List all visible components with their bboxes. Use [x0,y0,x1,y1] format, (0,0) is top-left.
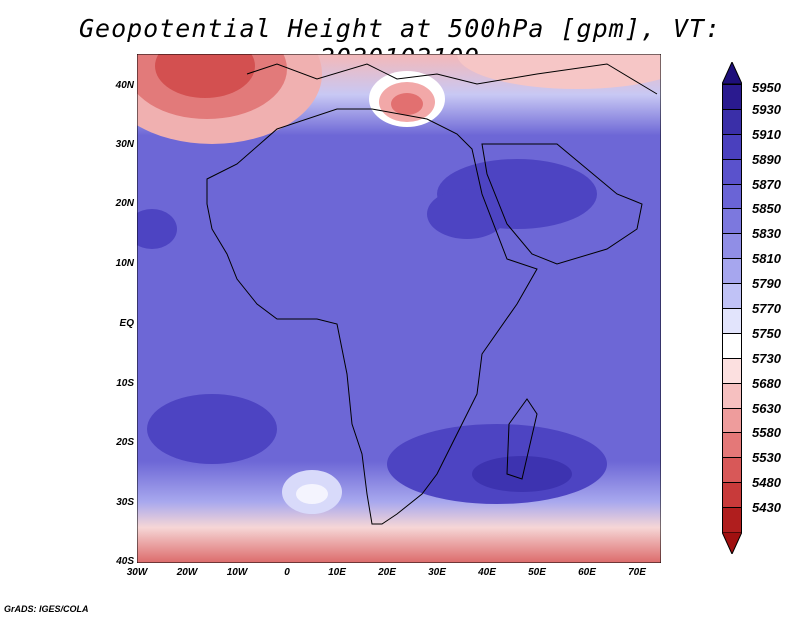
lat-tick-label: 10N [115,258,134,269]
colorbar-swatch [722,158,742,184]
colorbar-level-label: 5810 [752,251,781,267]
lat-tick-label: 40N [115,80,134,91]
colorbar-level-label: 5530 [752,450,781,466]
lon-tick-label: 60E [578,567,596,578]
colorbar-level-label: 5750 [752,325,781,341]
lon-tick-label: 0 [284,567,290,578]
colorbar-level-label: 5890 [752,151,781,167]
colorbar-level-label: 5790 [752,276,781,292]
colorbar-level-label: 5730 [752,350,781,366]
colorbar-level-label: 5480 [752,475,781,491]
colorbar-swatch [722,507,742,532]
colorbar-swatch [722,357,742,383]
lon-tick-label: 50E [528,567,546,578]
colorbar-swatch [722,332,742,358]
colorbar-level-label: 5830 [752,226,781,242]
arabia-coastline [481,143,643,265]
lon-tick-label: 20E [378,567,396,578]
colorbar-swatch [722,407,742,433]
colorbar-level-label: 5850 [752,201,781,217]
colorbar-swatch [722,308,742,333]
lat-tick-label: 30N [115,139,134,150]
africa-coastline [206,108,538,525]
lat-tick-label: EQ [119,318,134,329]
lat-tick-label: 10S [116,378,134,389]
credit-text: GrADS: IGES/COLA [4,604,89,614]
madagascar-coastline [506,398,538,480]
colorbar-swatch [722,108,742,134]
colorbar-swatch [722,283,742,308]
lon-tick-label: 20W [176,567,198,578]
colorbar-swatch [722,84,742,109]
colorbar-level-label: 5770 [752,301,781,316]
colorbar-level-label: 5910 [752,126,781,142]
colorbar-swatch [722,482,742,508]
atlantic-high [147,394,277,464]
lon-tick-label: 10E [328,567,346,578]
colorbar-swatch [722,432,742,458]
colorbar-swatch [722,133,742,159]
lat-tick-label: 30S [116,497,134,508]
colorbar-level-label: 5930 [752,101,781,117]
colorbar-swatch [722,457,742,483]
colorbar-swatch [722,208,742,234]
lon-tick-label: 10W [226,567,248,578]
lat-tick-label: 20S [116,437,134,448]
europe-coastline [246,63,658,95]
colorbar-swatch [722,258,742,284]
colorbar-top-arrow [722,62,742,84]
colorbar-level-label: 5580 [752,425,781,441]
geopotential-map [137,54,661,563]
colorbar-swatch [722,183,742,209]
colorbar-level-label: 5680 [752,375,781,391]
colorbar-swatch [722,233,742,259]
colorbar-level-label: 5870 [752,176,781,192]
lat-tick-label: 20N [115,198,134,209]
colorbar-level-label: 5950 [752,80,781,95]
lon-tick-label: 40E [478,567,496,578]
lon-tick-label: 30W [126,567,148,578]
colorbar-level-label: 5630 [752,400,781,416]
colorbar-level-label: 5430 [752,500,781,516]
colorbar-swatch [722,382,742,408]
lon-tick-label: 30E [428,567,446,578]
lon-tick-label: 70E [628,567,646,578]
colorbar-bottom-arrow [722,532,742,554]
lat-tick-label: 40S [116,556,134,567]
